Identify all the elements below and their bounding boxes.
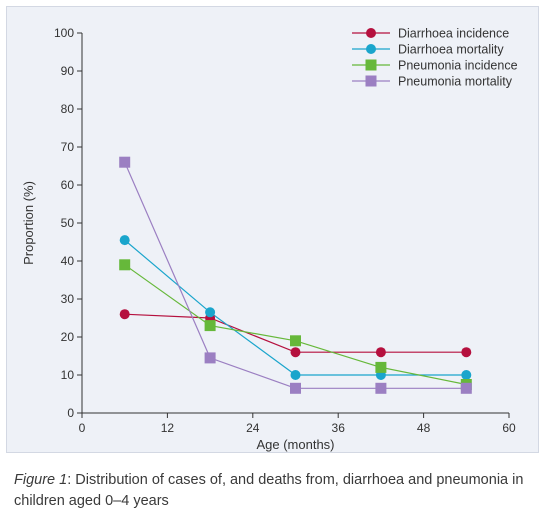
x-axis-label: Age (months) [256,437,334,452]
data-point [204,320,216,332]
legend-label: Pneumonia incidence [398,59,518,73]
figure-caption: Figure 1: Distribution of cases of, and … [14,470,534,512]
caption-text: : Distribution of cases of, and deaths f… [14,472,524,509]
y-tick-label: 90 [61,64,75,78]
y-tick-label: 0 [67,406,74,420]
legend-label: Pneumonia mortality [398,75,513,89]
x-tick-label: 24 [246,421,260,435]
data-point [375,361,387,373]
data-point [204,352,216,364]
y-tick-label: 100 [54,26,74,40]
y-tick-label: 60 [61,178,75,192]
legend-marker [366,44,376,54]
data-point [461,347,472,358]
y-tick-label: 30 [61,292,75,306]
data-point [119,156,131,168]
series-line-1 [124,313,467,353]
data-point [461,370,472,380]
line-chart: 0 10 20 30 40 50 60 70 80 90 100 0 12 24 36 48 60 Age (mo… [21,26,518,452]
y-tick-label: 80 [61,102,75,116]
chart-panel: 0 10 20 30 40 50 60 70 80 90 100 0 12 24 36 48 60 Age (mo… [6,6,539,453]
x-tick-label: 12 [161,421,175,435]
legend-label: Diarrhoea mortality [398,43,504,57]
x-tick-label: 48 [417,421,431,435]
legend-marker [366,28,376,38]
data-point [290,347,301,358]
y-axis-label: Proportion (%) [21,181,36,265]
data-point [119,259,131,271]
y-tick-label: 50 [61,216,75,230]
data-point [375,382,387,394]
y-tick-label: 70 [61,140,75,154]
legend-marker [365,59,377,71]
data-point [205,307,216,318]
x-tick-label: 0 [79,421,86,435]
data-point [460,382,472,394]
axes: 0 10 20 30 40 50 60 70 80 90 100 0 12 24 36 48 60 Age (mo… [21,26,516,452]
legend-label: Diarrhoea incidence [398,27,509,41]
data-point [290,370,301,380]
y-tick-label: 10 [61,368,75,382]
data-point [290,382,301,394]
caption-label: Figure 1 [14,472,68,488]
x-tick-label: 60 [502,421,516,435]
series-markers [119,156,472,394]
y-tick-label: 20 [61,330,75,344]
x-tick-label: 36 [332,421,346,435]
data-point [119,309,130,320]
y-tick-label: 40 [61,254,75,268]
data-point [375,347,386,358]
data-point [119,235,130,246]
data-point [290,335,301,347]
legend: Diarrhoea incidence Diarrhoea mortality Pn… [352,27,518,89]
legend-marker [365,75,377,87]
